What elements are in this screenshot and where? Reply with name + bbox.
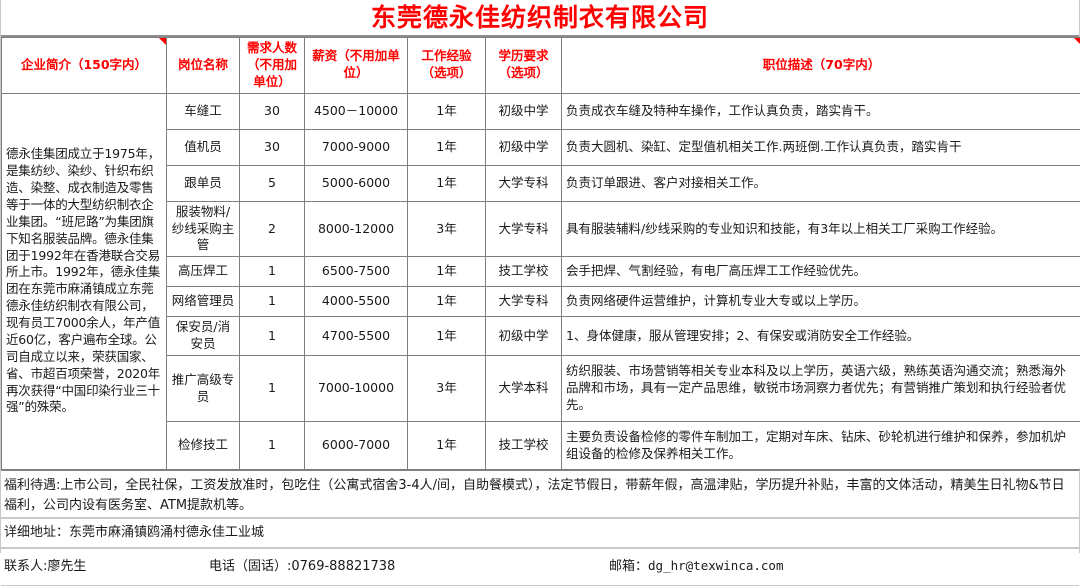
job-education: 大学专科 (486, 165, 562, 201)
job-post-name: 保安员/消安员 (167, 317, 240, 356)
job-salary: 4000-5500 (305, 287, 408, 317)
job-headcount: 1 (240, 287, 305, 317)
job-description: 纺织服装、市场营销等相关专业本科及以上学历，英语六级，熟练英语沟通交流；熟悉海外… (562, 356, 1080, 422)
job-experience: 1年 (408, 165, 486, 201)
job-experience: 1年 (408, 422, 486, 470)
header-job-description: 职位描述（70字内） (562, 38, 1080, 94)
job-headcount: 1 (240, 422, 305, 470)
contact-email: 邮箱：dg_hr@texwinca.com (609, 556, 783, 577)
contact-phone: 电话（固话）:0769-88821738 (209, 557, 609, 577)
spreadsheet-page: 东莞德永佳纺织制衣有限公司 企业简介（150字内） 岗位名称 需求人数（不用加单… (0, 0, 1080, 553)
comment-flag-icon (1074, 38, 1080, 45)
header-experience: 工作经验（选项） (408, 38, 486, 94)
job-headcount: 2 (240, 201, 305, 257)
job-description: 负责网络硬件运营维护，计算机专业大专或以上学历。 (562, 287, 1080, 317)
welfare-block: 福利待遇:上市公司，全民社保，工资发放准时，包吃住（公寓式宿舍3-4人/间，自助… (1, 470, 1079, 518)
job-post-name: 检修技工 (167, 422, 240, 470)
job-salary: 5000-6000 (305, 165, 408, 201)
company-title-row: 东莞德永佳纺织制衣有限公司 (1, 0, 1079, 37)
header-company-intro: 企业简介（150字内） (2, 38, 167, 94)
address-block: 详细地址：东莞市麻涌镇鸥涌村德永佳工业城 (1, 518, 1079, 548)
company-intro-cell: 德永佳集团成立于1975年，是集纺纱、染纱、针织布织造、染整、成衣制造及零售等于… (2, 93, 167, 469)
job-salary: 6000-7000 (305, 422, 408, 470)
job-description: 负责大圆机、染缸、定型值机相关工作.两班倒.工作认真负责，踏实肯干 (562, 129, 1080, 165)
job-education: 大学本科 (486, 356, 562, 422)
job-education: 技工学校 (486, 257, 562, 287)
contact-email-label: 邮箱： (609, 559, 648, 574)
job-description: 负责成衣车缝及特种车操作，工作认真负责，踏实肯干。 (562, 93, 1080, 129)
header-post-name: 岗位名称 (167, 38, 240, 94)
job-experience: 1年 (408, 317, 486, 356)
job-post-name: 高压焊工 (167, 257, 240, 287)
job-post-name: 推广高级专员 (167, 356, 240, 422)
job-experience: 3年 (408, 201, 486, 257)
job-experience: 1年 (408, 129, 486, 165)
job-salary: 4500－10000 (305, 93, 408, 129)
job-education: 技工学校 (486, 422, 562, 470)
job-post-name: 服装物料/纱线采购主管 (167, 201, 240, 257)
job-salary: 6500-7500 (305, 257, 408, 287)
job-salary: 7000-10000 (305, 356, 408, 422)
job-education: 大学专科 (486, 201, 562, 257)
job-salary: 7000-9000 (305, 129, 408, 165)
job-salary: 8000-12000 (305, 201, 408, 257)
job-headcount: 1 (240, 257, 305, 287)
header-row: 企业简介（150字内） 岗位名称 需求人数（不用加单位） 薪资（不用加单位） 工… (2, 38, 1080, 94)
comment-flag-icon (159, 38, 166, 45)
recruitment-table: 企业简介（150字内） 岗位名称 需求人数（不用加单位） 薪资（不用加单位） 工… (1, 37, 1080, 470)
job-headcount: 30 (240, 129, 305, 165)
job-experience: 1年 (408, 93, 486, 129)
header-education: 学历要求（选项） (486, 38, 562, 94)
header-job-description-label: 职位描述（70字内） (763, 57, 880, 72)
job-description: 负责订单跟进、客户对接相关工作。 (562, 165, 1080, 201)
contact-block: 联系人:廖先生 电话（固话）:0769-88821738 邮箱：dg_hr@te… (1, 548, 1079, 586)
job-experience: 1年 (408, 287, 486, 317)
job-headcount: 1 (240, 356, 305, 422)
job-post-name: 车缝工 (167, 93, 240, 129)
header-headcount: 需求人数（不用加单位） (240, 38, 305, 94)
job-education: 大学专科 (486, 287, 562, 317)
contact-email-value: dg_hr@texwinca.com (648, 558, 783, 573)
job-salary: 4700-5500 (305, 317, 408, 356)
contact-person: 联系人:廖先生 (4, 557, 209, 577)
job-description: 1、身体健康，服从管理安排；2、有保安或消防安全工作经验。 (562, 317, 1080, 356)
job-description: 会手把焊、气割经验，有电厂高压焊工工作经验优先。 (562, 257, 1080, 287)
header-salary: 薪资（不用加单位） (305, 38, 408, 94)
job-experience: 1年 (408, 257, 486, 287)
job-description: 主要负责设备检修的零件车制加工，定期对车床、钻床、砂轮机进行维护和保养，参加机炉… (562, 422, 1080, 470)
header-company-intro-label: 企业简介（150字内） (21, 57, 147, 72)
job-experience: 3年 (408, 356, 486, 422)
job-post-name: 值机员 (167, 129, 240, 165)
page-title: 东莞德永佳纺织制衣有限公司 (371, 5, 709, 30)
table-body: 德永佳集团成立于1975年，是集纺纱、染纱、针织布织造、染整、成衣制造及零售等于… (2, 93, 1080, 469)
table-header: 企业简介（150字内） 岗位名称 需求人数（不用加单位） 薪资（不用加单位） 工… (2, 38, 1080, 94)
job-post-name: 网络管理员 (167, 287, 240, 317)
job-description: 具有服装辅料/纱线采购的专业知识和技能，有3年以上相关工厂采购工作经验。 (562, 201, 1080, 257)
job-education: 初级中学 (486, 93, 562, 129)
table-row: 德永佳集团成立于1975年，是集纺纱、染纱、针织布织造、染整、成衣制造及零售等于… (2, 93, 1080, 129)
job-headcount: 1 (240, 317, 305, 356)
job-headcount: 5 (240, 165, 305, 201)
job-education: 初级中学 (486, 129, 562, 165)
job-education: 初级中学 (486, 317, 562, 356)
job-headcount: 30 (240, 93, 305, 129)
job-post-name: 跟单员 (167, 165, 240, 201)
